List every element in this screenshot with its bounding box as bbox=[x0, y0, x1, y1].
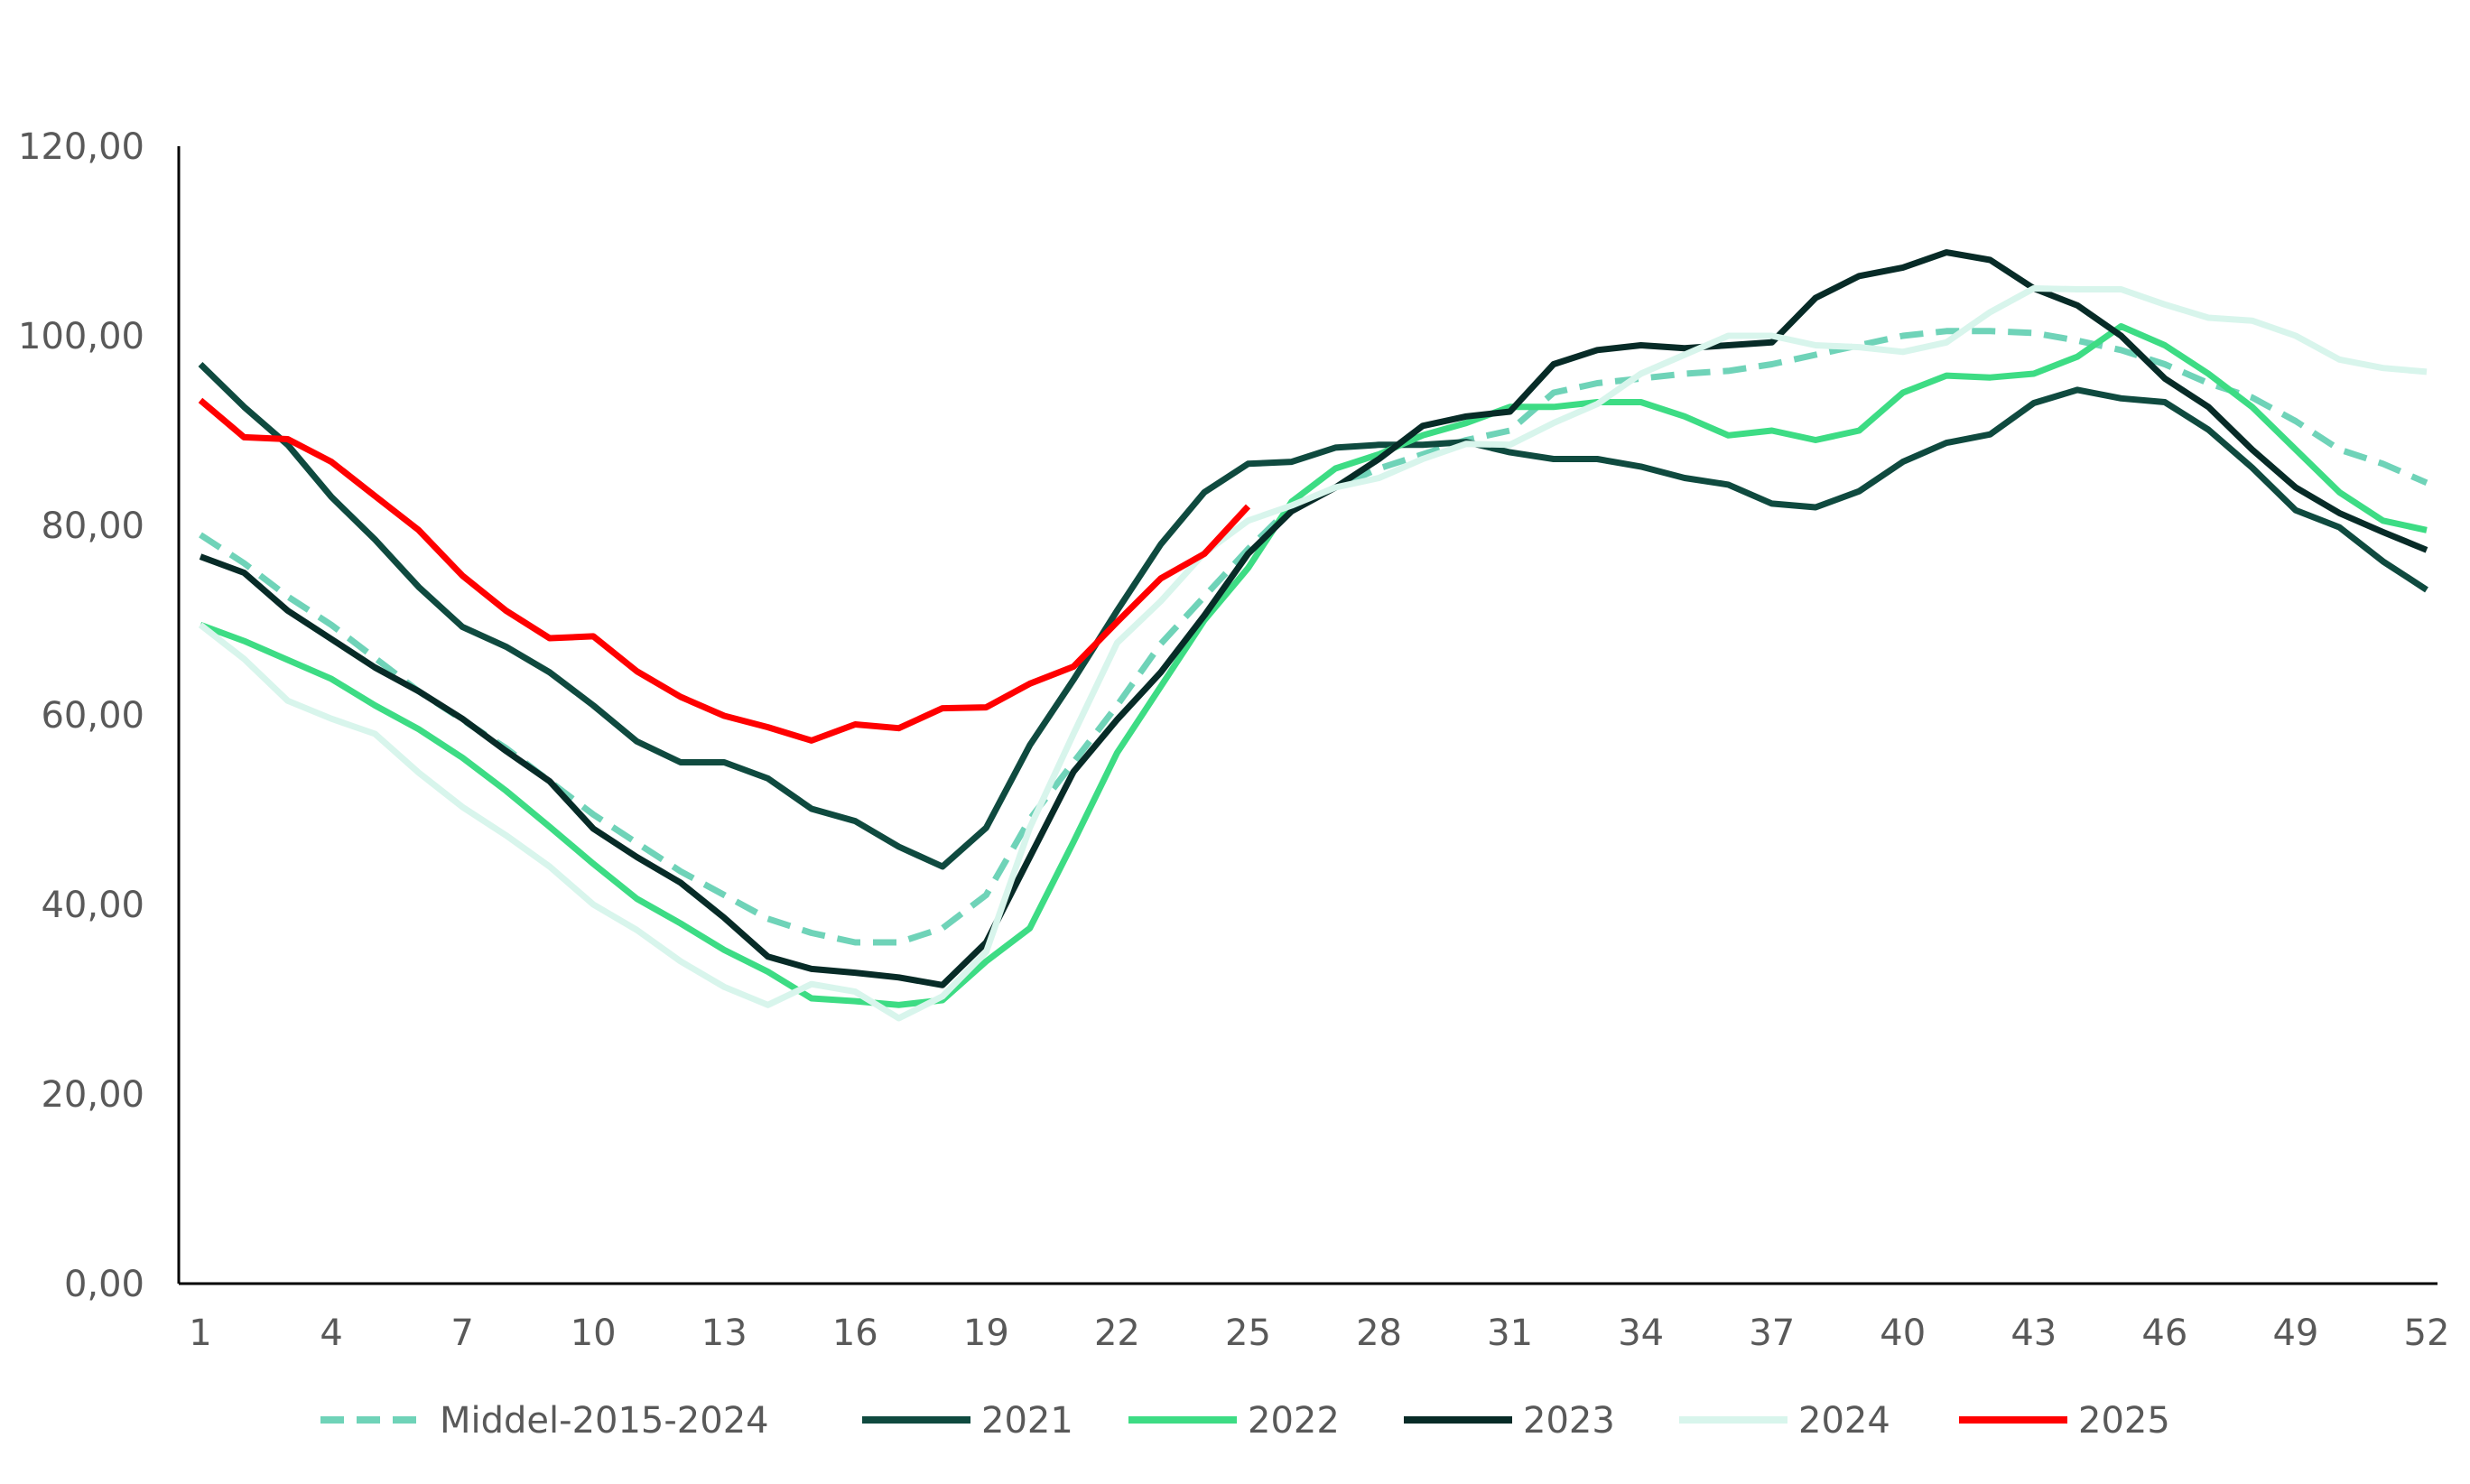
x-tick-label: 4 bbox=[320, 1312, 342, 1354]
legend-label: 2025 bbox=[2078, 1400, 2170, 1442]
axes: 0,00 20,00 40,00 60,00 80,00 100,00 120,00 1 4 7 1… bbox=[18, 126, 2449, 1354]
y-tick-label: 40,00 bbox=[41, 885, 144, 926]
legend-label: 2021 bbox=[981, 1400, 1073, 1442]
x-tick-label: 19 bbox=[963, 1312, 1009, 1354]
x-tick-label: 10 bbox=[571, 1312, 617, 1354]
x-tick-label: 49 bbox=[2272, 1312, 2318, 1354]
x-tick-label: 46 bbox=[2141, 1312, 2187, 1354]
y-tick-label: 80,00 bbox=[41, 505, 144, 547]
x-tick-label: 31 bbox=[1487, 1312, 1533, 1354]
x-tick-label: 7 bbox=[450, 1312, 473, 1354]
x-tick-label: 25 bbox=[1225, 1312, 1271, 1354]
x-tick-label: 28 bbox=[1356, 1312, 1402, 1354]
series-line-2022 bbox=[199, 323, 2428, 1008]
y-tick-label: 120,00 bbox=[18, 126, 144, 168]
x-tick-label: 34 bbox=[1618, 1312, 1664, 1354]
x-tick-label: 37 bbox=[1749, 1312, 1795, 1354]
y-tick-label: 20,00 bbox=[41, 1074, 144, 1116]
x-tick-label: 43 bbox=[2010, 1312, 2057, 1354]
legend-label: 2022 bbox=[1248, 1400, 1340, 1442]
legend: Middel-2015-2024 2021 2022 2023 2024 2025 bbox=[320, 1400, 2170, 1442]
series-line-2025 bbox=[198, 397, 1251, 744]
y-tick-label: 0,00 bbox=[64, 1264, 144, 1305]
legend-label: 2024 bbox=[1798, 1400, 1890, 1442]
x-tick-label: 40 bbox=[1880, 1312, 1926, 1354]
legend-label: 2023 bbox=[1523, 1400, 1615, 1442]
y-tick-label: 100,00 bbox=[18, 316, 144, 357]
x-tick-label: 13 bbox=[701, 1312, 748, 1354]
legend-label: Middel-2015-2024 bbox=[440, 1400, 769, 1442]
x-tick-label: 1 bbox=[189, 1312, 211, 1354]
y-tick-label: 60,00 bbox=[41, 695, 144, 737]
series-line-middel-2015-2024 bbox=[199, 328, 2428, 946]
x-tick-label: 22 bbox=[1094, 1312, 1140, 1354]
series-line-2024 bbox=[198, 285, 2428, 1022]
series-lines bbox=[198, 249, 2428, 1022]
series-line-2021 bbox=[198, 361, 2428, 870]
x-tick-label: 52 bbox=[2404, 1312, 2450, 1354]
x-tick-label: 16 bbox=[832, 1312, 878, 1354]
series-line-2023 bbox=[199, 249, 2428, 988]
